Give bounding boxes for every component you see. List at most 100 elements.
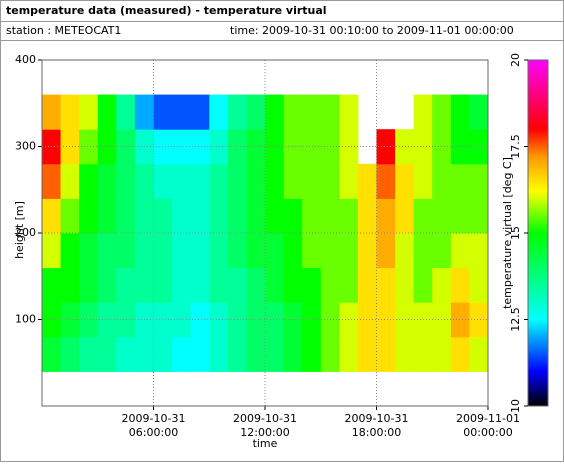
heat-cell	[302, 198, 322, 234]
heat-cell	[469, 302, 489, 338]
heat-cell	[469, 336, 489, 372]
heat-cell	[469, 94, 489, 130]
heat-cell	[190, 163, 210, 199]
heat-cell	[79, 94, 99, 130]
heat-cell	[42, 94, 62, 130]
heat-cell	[432, 233, 452, 269]
heat-cell	[395, 336, 415, 372]
heat-cell	[190, 198, 210, 234]
colorbar-tick-label: 15	[509, 226, 522, 240]
heat-cell	[246, 336, 266, 372]
heat-cell	[190, 129, 210, 165]
heat-cell	[246, 267, 266, 303]
heat-cell	[450, 336, 470, 372]
heat-cell	[395, 302, 415, 338]
heat-cell	[395, 233, 415, 269]
heat-cell	[320, 267, 340, 303]
heat-cell	[302, 233, 322, 269]
heat-cell	[227, 336, 247, 372]
heat-cell	[209, 129, 229, 165]
heat-cell	[209, 163, 229, 199]
heat-cell	[116, 129, 136, 165]
heat-cell	[376, 129, 396, 165]
heat-cell	[116, 302, 136, 338]
heat-cell	[376, 198, 396, 234]
heat-cell	[79, 267, 99, 303]
heat-cell	[227, 94, 247, 130]
heat-cell	[450, 302, 470, 338]
heat-cell	[320, 163, 340, 199]
heat-cell	[42, 267, 62, 303]
heat-cell	[60, 94, 80, 130]
heat-cell	[209, 267, 229, 303]
heat-cell	[172, 163, 192, 199]
heat-cell	[79, 163, 99, 199]
heat-cell	[227, 163, 247, 199]
heat-cell	[265, 267, 285, 303]
heat-cell	[60, 163, 80, 199]
x-tick-label: 2009-10-31	[233, 412, 297, 425]
heat-cell	[376, 267, 396, 303]
heat-cell	[302, 163, 322, 199]
heat-cell	[190, 233, 210, 269]
station: station : METEOCAT1	[6, 24, 121, 37]
heat-cell	[172, 336, 192, 372]
heat-cell	[357, 198, 377, 234]
heat-cell	[172, 198, 192, 234]
heat-cell	[116, 94, 136, 130]
heat-cell	[97, 129, 117, 165]
heat-cell	[357, 336, 377, 372]
heat-cell	[42, 233, 62, 269]
heat-cell	[469, 233, 489, 269]
heat-cell	[134, 233, 154, 269]
heat-cell	[116, 198, 136, 234]
heat-cell	[320, 336, 340, 372]
heat-cell	[79, 233, 99, 269]
heat-cell	[172, 267, 192, 303]
heat-cell	[134, 267, 154, 303]
heat-cell	[116, 233, 136, 269]
colorbar-tick-label: 12.5	[509, 307, 522, 332]
heat-cell	[395, 163, 415, 199]
heat-cell	[153, 302, 173, 338]
heat-cell	[153, 233, 173, 269]
y-tick-label: 300	[15, 140, 36, 153]
heat-cell	[265, 94, 285, 130]
heat-cell	[190, 267, 210, 303]
heat-cell	[302, 94, 322, 130]
heat-cell	[190, 302, 210, 338]
heat-cell	[339, 94, 359, 130]
x-tick-label: 12:00:00	[240, 426, 289, 439]
heat-cell	[246, 198, 266, 234]
x-tick-label: 00:00:00	[463, 426, 512, 439]
heat-cell	[450, 94, 470, 130]
heat-cell	[283, 163, 303, 199]
heat-cell	[42, 336, 62, 372]
heat-cell	[79, 129, 99, 165]
heat-cell	[60, 198, 80, 234]
heat-cell	[395, 198, 415, 234]
heat-cell	[97, 198, 117, 234]
heat-cell	[134, 163, 154, 199]
plot-border	[41, 59, 489, 407]
heat-cell	[339, 233, 359, 269]
heat-cell	[432, 198, 452, 234]
heat-cell	[302, 267, 322, 303]
heat-cell	[153, 129, 173, 165]
heat-cell	[395, 267, 415, 303]
heat-cell	[450, 163, 470, 199]
heat-cell	[60, 233, 80, 269]
heat-cell	[395, 129, 415, 165]
heat-cell	[450, 198, 470, 234]
heat-cell	[302, 302, 322, 338]
heat-cell	[283, 302, 303, 338]
heat-cell	[283, 129, 303, 165]
heat-cell	[302, 129, 322, 165]
heat-cell	[432, 94, 452, 130]
x-tick-label: 2009-10-31	[345, 412, 409, 425]
heat-cell	[450, 267, 470, 303]
heat-cell	[42, 198, 62, 234]
heat-cell	[97, 267, 117, 303]
heat-cell	[432, 336, 452, 372]
